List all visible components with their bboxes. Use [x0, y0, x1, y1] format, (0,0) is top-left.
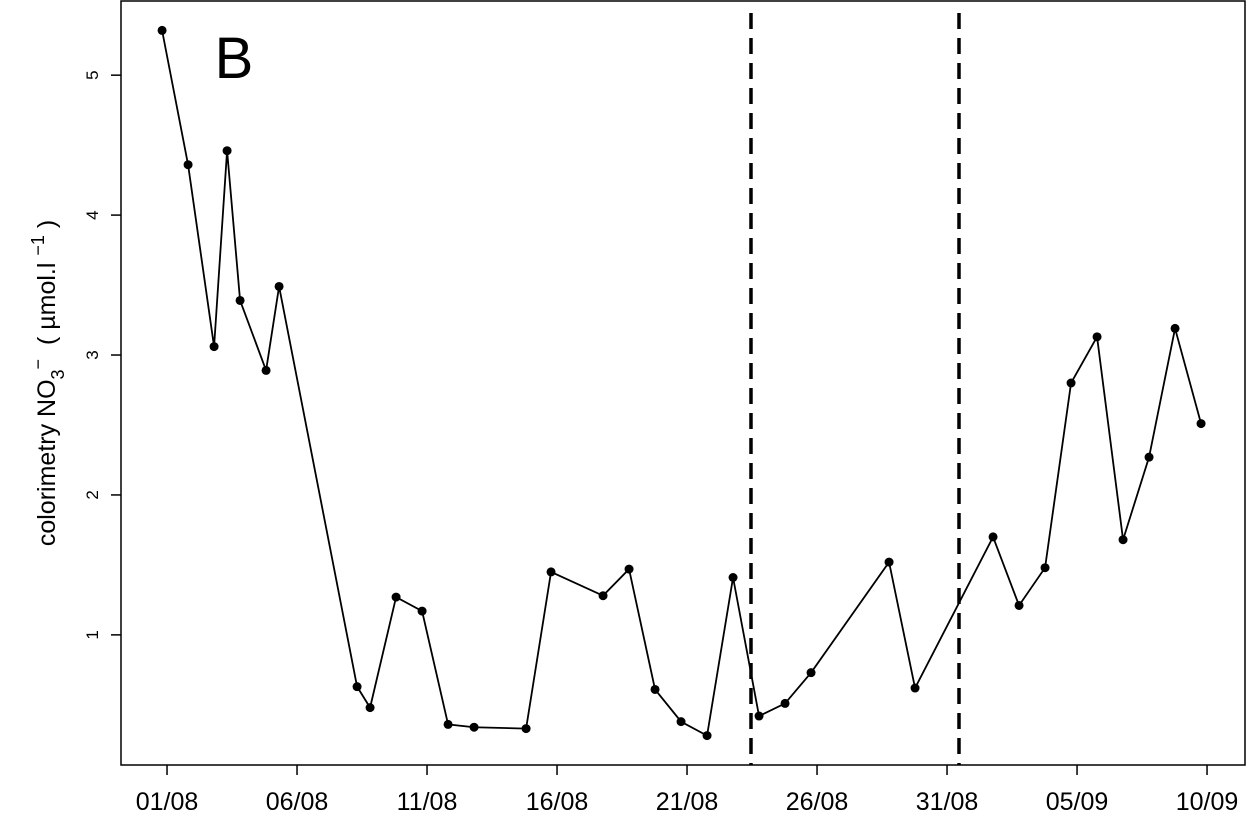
data-point — [754, 711, 764, 721]
y-axis-label-part: ) — [33, 220, 61, 235]
data-point — [780, 698, 790, 708]
data-point — [910, 683, 920, 693]
y-axis-label-part: 3 — [48, 369, 68, 379]
data-point — [1196, 419, 1206, 429]
data-point — [521, 724, 531, 734]
x-tick-label: 31/08 — [916, 788, 979, 816]
data-point — [728, 572, 738, 582]
plot-frame — [120, 0, 1246, 766]
y-axis-label-part: −1 — [28, 235, 48, 256]
data-point — [884, 557, 894, 567]
data-point — [624, 564, 634, 574]
data-point — [650, 684, 660, 694]
data-point — [209, 342, 219, 352]
data-line — [161, 30, 1202, 738]
x-tick-label: 11/08 — [397, 788, 458, 816]
data-point — [988, 532, 998, 542]
y-axis-label: colorimetry NO3​−​ ( µmol.l −1​ ) — [28, 220, 68, 546]
data-point — [352, 682, 362, 692]
data-point — [157, 25, 167, 35]
x-tick-label: 06/08 — [266, 788, 329, 816]
y-tick-label: 4 — [83, 210, 102, 219]
y-tick-label: 5 — [83, 70, 102, 79]
x-tick-label: 05/09 — [1046, 788, 1109, 816]
x-tick-label: 01/08 — [136, 788, 199, 816]
y-tick-label: 2 — [83, 490, 102, 499]
data-point — [676, 717, 686, 727]
data-point — [391, 592, 401, 602]
y-axis-label-part: − — [28, 359, 48, 370]
data-point — [183, 160, 193, 170]
data-point — [1170, 323, 1180, 333]
data-point — [365, 703, 375, 713]
data-point — [274, 281, 284, 291]
x-tick-label: 21/08 — [656, 788, 719, 816]
y-axis-label-part: ( µmol.l — [33, 256, 61, 359]
x-tick-label: 16/08 — [526, 788, 589, 816]
x-tick-label: 10/09 — [1176, 788, 1239, 816]
y-tick-label: 3 — [83, 350, 102, 359]
data-point — [1066, 378, 1076, 388]
data-point — [546, 567, 556, 577]
data-point — [1014, 600, 1024, 610]
data-point — [469, 722, 479, 732]
data-point — [1118, 535, 1128, 545]
data-point — [261, 365, 271, 375]
data-point — [702, 731, 712, 741]
y-tick-label: 1 — [83, 630, 102, 639]
data-point — [235, 295, 245, 305]
data-point — [222, 146, 232, 156]
x-tick-label: 26/08 — [786, 788, 849, 816]
panel-label: B — [215, 26, 254, 91]
data-point — [1092, 332, 1102, 342]
data-point — [417, 606, 427, 616]
data-point — [806, 668, 816, 678]
y-axis-label-part: colorimetry NO — [33, 379, 61, 546]
data-point — [1040, 563, 1050, 573]
data-point — [1144, 452, 1154, 462]
data-point — [443, 719, 453, 729]
data-point — [598, 591, 608, 601]
